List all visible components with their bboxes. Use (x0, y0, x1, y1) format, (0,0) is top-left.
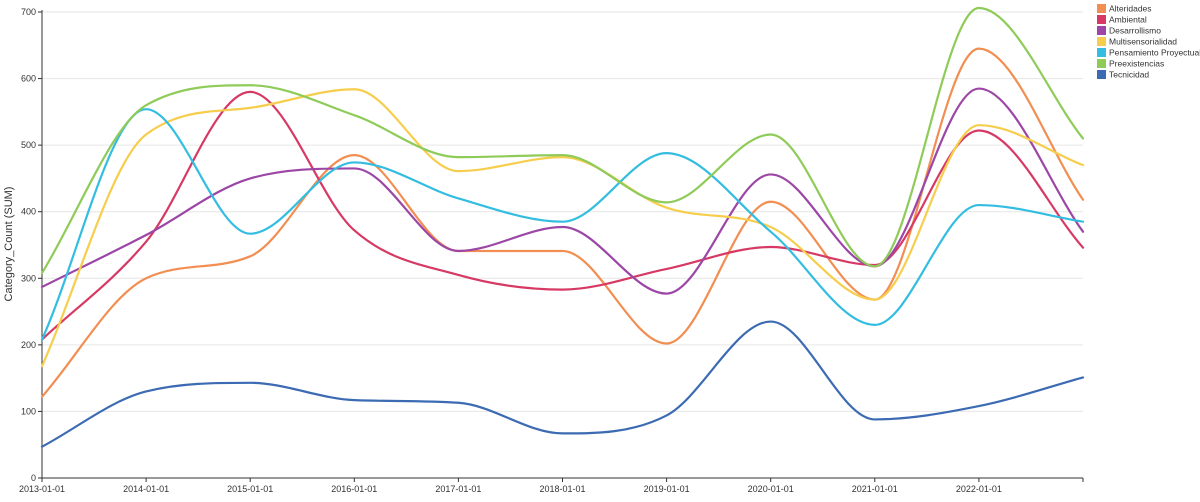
y-tick-label: 300 (21, 273, 36, 283)
series-line-alteridades[interactable] (40, 47, 1085, 398)
series-line-tecnicidad[interactable] (40, 320, 1085, 448)
series-line-pensamiento-proyectual[interactable] (40, 108, 1085, 341)
x-tick-label: 2015-01-01 (227, 484, 273, 494)
legend-label-multisensorialidad[interactable]: Multisensorialidad (1109, 37, 1177, 47)
series-line-multisensorialidad[interactable] (40, 88, 1085, 368)
legend-swatch-pensamiento-proyectual[interactable] (1097, 48, 1106, 57)
x-tick-label: 2018-01-01 (539, 484, 585, 494)
series-line-ambiental[interactable] (40, 90, 1085, 341)
legend-label-pensamiento-proyectual[interactable]: Pensamiento Proyectual (1109, 48, 1200, 58)
x-tick-label: 2014-01-01 (123, 484, 169, 494)
series-lines (40, 6, 1085, 448)
legend-swatch-tecnicidad[interactable] (1097, 70, 1106, 79)
legend-label-desarrollismo[interactable]: Desarrollismo (1109, 26, 1161, 36)
x-tick-label: 2020-01-01 (748, 484, 794, 494)
x-tick-label: 2017-01-01 (435, 484, 481, 494)
x-tick-label: 2019-01-01 (644, 484, 690, 494)
series-line-desarrollismo[interactable] (40, 87, 1085, 295)
y-tick-labels: 0 100 200 300 400 500 600 700 (21, 7, 42, 483)
y-tick-label: 600 (21, 74, 36, 84)
legend-swatch-ambiental[interactable] (1097, 15, 1106, 24)
y-tick-label: 200 (21, 340, 36, 350)
legend-swatch-desarrollismo[interactable] (1097, 26, 1106, 35)
x-tick-label: 2021-01-01 (852, 484, 898, 494)
y-tick-label: 500 (21, 140, 36, 150)
y-axis-label: Category_Count (SUM) (3, 187, 15, 302)
axes (41, 10, 1083, 479)
legend-swatch-multisensorialidad[interactable] (1097, 37, 1106, 46)
legend-label-alteridades[interactable]: Alteridades (1109, 4, 1152, 14)
y-tick-label: 0 (31, 473, 36, 483)
legend: AlteridadesAmbientalDesarrollismoMultise… (1097, 4, 1200, 80)
y-tick-label: 400 (21, 207, 36, 217)
legend-label-preexistencias[interactable]: Preexistencias (1109, 59, 1164, 69)
x-tick-label: 2016-01-01 (331, 484, 377, 494)
x-tick-label: 2022-01-01 (956, 484, 1002, 494)
legend-swatch-preexistencias[interactable] (1097, 59, 1106, 68)
legend-label-ambiental[interactable]: Ambiental (1109, 15, 1147, 25)
x-tick-label: 2013-01-01 (19, 484, 65, 494)
legend-label-tecnicidad[interactable]: Tecnicidad (1109, 70, 1149, 80)
series-line-preexistencias[interactable] (40, 6, 1085, 275)
grid-lines (42, 11, 1083, 412)
y-tick-label: 700 (21, 7, 36, 17)
x-tick-labels: 2013-01-01 2014-01-01 2015-01-01 2016-01-01… (19, 478, 1084, 494)
y-tick-label: 100 (21, 406, 36, 416)
legend-swatch-alteridades[interactable] (1097, 4, 1106, 13)
